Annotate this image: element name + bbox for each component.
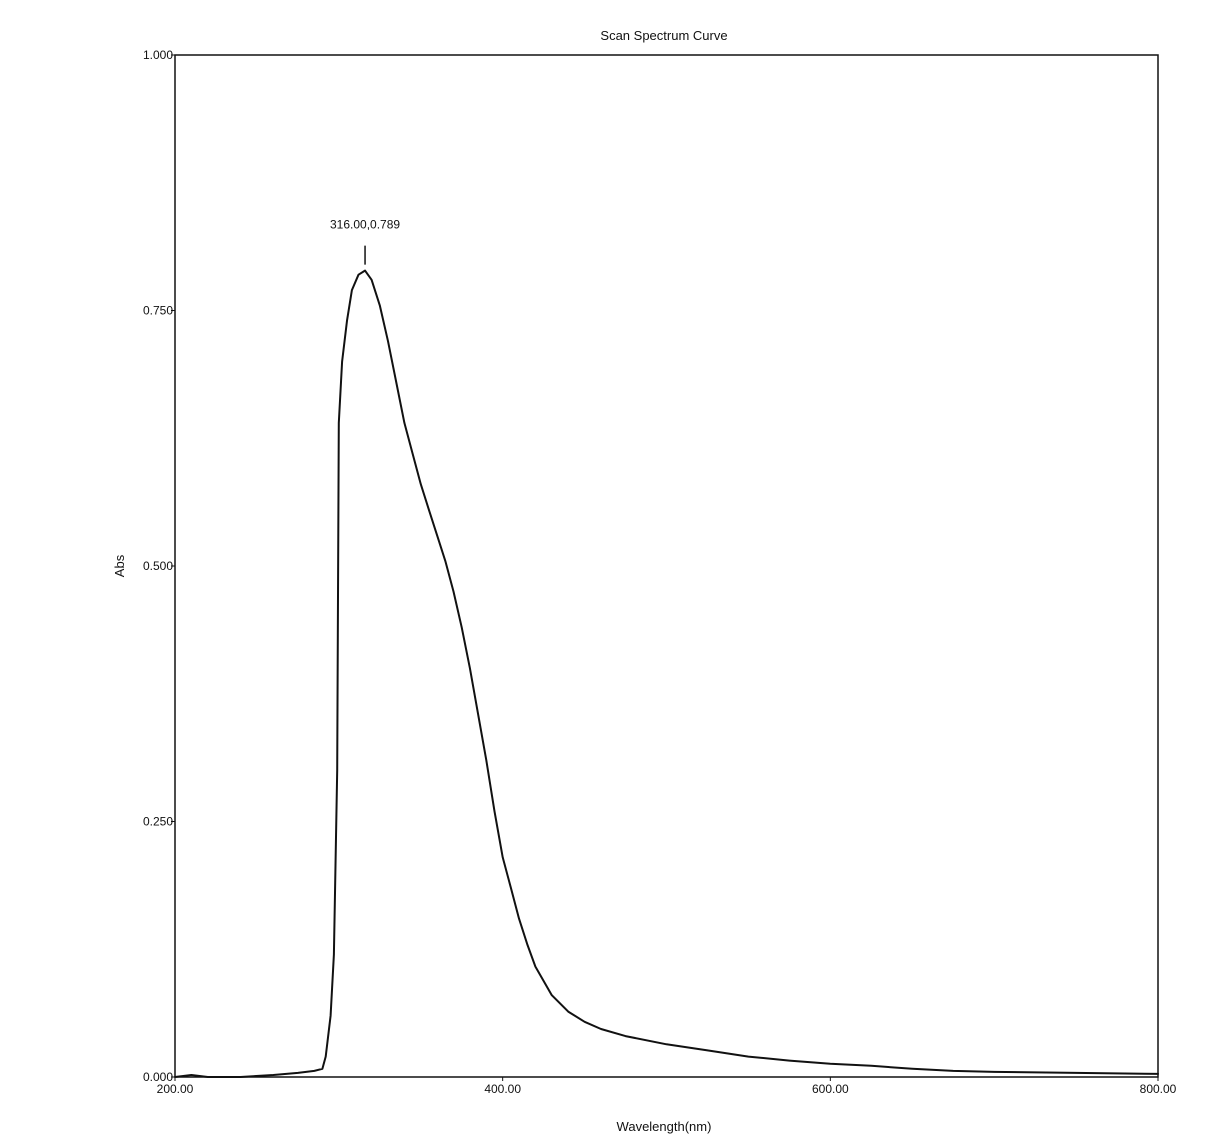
y-axis-label: Abs: [112, 554, 127, 577]
peak-label: 316.00,0.789: [330, 218, 400, 232]
chart-title: Scan Spectrum Curve: [600, 28, 727, 43]
y-tick-label: 0.500: [143, 559, 173, 573]
x-tick-label: 200.00: [157, 1082, 194, 1096]
series-line-0: [174, 269, 1159, 1078]
x-tick-label: 600.00: [812, 1082, 849, 1096]
series-layer: [174, 269, 1159, 1078]
ticks-layer: 0.000 0.250 0.500 0.750 1.000 200.00 400.00 600…: [143, 48, 1177, 1096]
y-tick-label: 0.250: [143, 815, 173, 829]
x-tick-label: 400.00: [484, 1082, 521, 1096]
x-tick-label: 800.00: [1140, 1082, 1177, 1096]
x-axis-label: Wavelength(nm): [617, 1119, 712, 1134]
annotation-layer: 316.00,0.789: [330, 218, 400, 265]
y-tick-label: 0.000: [143, 1070, 173, 1084]
y-tick-label: 0.750: [143, 304, 173, 318]
y-tick-label: 1.000: [143, 48, 173, 62]
